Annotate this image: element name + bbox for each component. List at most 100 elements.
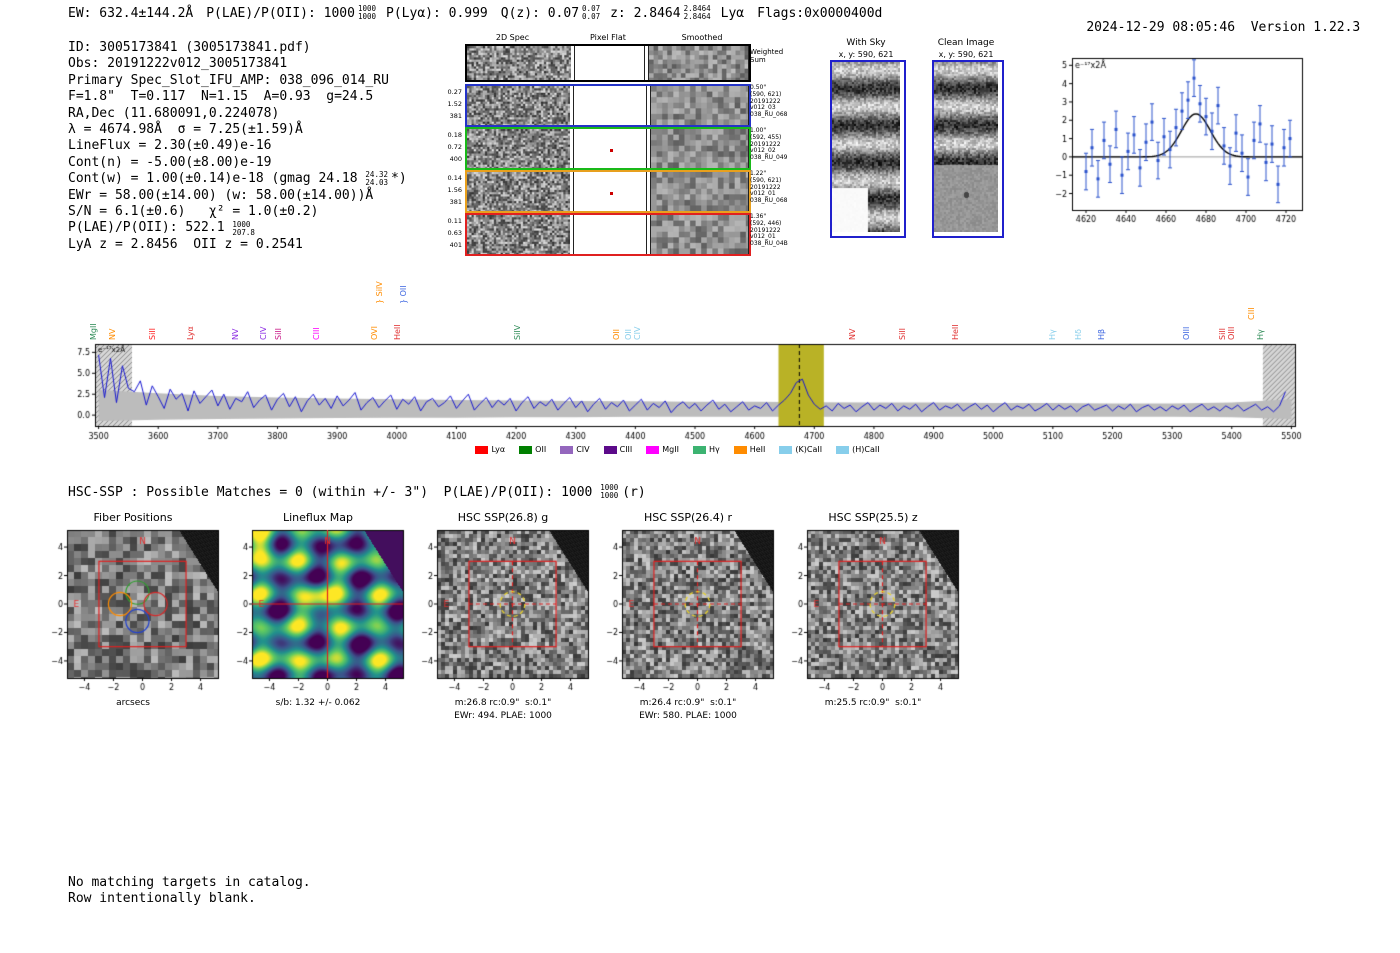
legend-label: Lyα <box>491 445 506 454</box>
legend-swatch <box>836 445 850 454</box>
row-fiber-info-line: 20191222 <box>750 140 781 148</box>
row-weight-value: 401 <box>449 241 462 249</box>
flat-hot-pixel <box>609 148 613 152</box>
spec2d-row <box>465 84 751 127</box>
info-seeing: F=1.8" T=0.117 N=1.15 A=0.93 g=24.5 <box>68 89 374 105</box>
row-weight-value: 0.14 <box>447 174 462 182</box>
footer-line-2: Row intentionally blank. <box>68 890 256 906</box>
row-pixel-flat-image <box>572 129 648 168</box>
legend-item: Lyα <box>475 445 505 454</box>
col-title-pixel-flat: Pixel Flat <box>590 33 626 42</box>
hsc-g-cutout <box>415 527 591 695</box>
legend-label: HeII <box>749 445 766 454</box>
row-fiber-info-line: v012_01 <box>750 233 776 241</box>
cutout-caption: arcsecs <box>116 698 150 708</box>
spectrum-legend: Lyα OII CIV CIII MgII Hγ HeII (K)CaII (H)CaII <box>50 445 1305 454</box>
row-weight-value: 1.56 <box>447 186 462 194</box>
hsc-plae-range: 1000 1000 <box>600 483 619 500</box>
row-fiber-info: 1.22" (590, 621) 20191222 v012_01 038_RU_068 <box>750 170 787 205</box>
legend-label: (K)CaII <box>795 445 823 454</box>
row-fiber-info-line: 20191222 <box>750 226 781 234</box>
row-fiber-info-line: 038_RU_068 <box>750 111 788 119</box>
row-weight-value: 0.27 <box>447 88 462 96</box>
row-weight-value: 381 <box>449 198 462 206</box>
plae-poii-range: 1000 1000 <box>357 4 377 21</box>
header-summary-line: EW: 632.4±144.2Å P(LAE)/P(OII): 1000 100… <box>68 5 895 21</box>
info-id: ID: 3005173841 (3005173841.pdf) <box>68 40 311 55</box>
p-lya-value: P(Lyα): 0.999 <box>386 5 488 21</box>
clean-image-image <box>934 62 998 232</box>
catalog-match-footer: No matching targets in catalog. Row inte… <box>68 875 311 906</box>
row-2d-spec-image <box>467 215 570 254</box>
cutout-title-hsc-g: HSC SSP(26.8) g <box>457 511 549 524</box>
row-fiber-info: 1.00" (592, 455) 20191222 v012_02 038_RU_049 <box>750 127 788 162</box>
row-fiber-info-line: 1.00" <box>750 127 767 134</box>
header-datetime-version: 2024-12-29 08:05:46 Version 1.22.3 <box>1055 5 1360 50</box>
hsc-suffix: (r) <box>622 484 646 500</box>
info-ewr: EWr = 58.00(±14.00) (w: 58.00(±14.00))Å <box>68 187 374 203</box>
report-datetime: 2024-12-29 08:05:46 <box>1086 20 1236 35</box>
line-fit-zoom-plot <box>1040 50 1310 232</box>
row-fiber-info-line: (592, 446) <box>750 219 782 227</box>
spec2d-row <box>465 127 751 170</box>
row-weight-labels: 0.11 0.63 401 <box>436 215 462 251</box>
legend-item: (H)CaII <box>836 445 880 454</box>
legend-item: MgII <box>646 445 679 454</box>
qz-range: 0.07 0.07 <box>582 4 601 21</box>
row-fiber-info: 0.50" (590, 621) 20191222 v012_03 038_RU_068 <box>750 84 788 119</box>
row-smoothed-image <box>650 172 749 211</box>
spec2d-row <box>465 213 751 256</box>
row-fiber-info: 1.36" (592, 446) 20191222 v012_01 038_RU_04B <box>750 213 788 248</box>
z-range: 2.8464 2.8464 <box>683 4 711 21</box>
row-weight-value: 381 <box>449 112 462 120</box>
cutout-caption: m:25.5 rc:0.9" s:0.1" <box>824 698 922 708</box>
row-weight-value: 400 <box>449 155 462 163</box>
row-fiber-info-line: 038_RU_04B <box>750 240 788 248</box>
detection-info-block: ID: 3005173841 (3005173841.pdf) Obs: 201… <box>68 40 407 253</box>
weighted-smoothed-image <box>648 46 749 80</box>
row-fiber-info-line: 038_RU_049 <box>750 154 788 162</box>
legend-swatch <box>646 445 660 454</box>
with-sky-coords: x, y: 590, 621 <box>838 50 894 59</box>
row-fiber-info-line: 1.22" <box>750 170 767 177</box>
legend-swatch <box>733 445 747 454</box>
row-pixel-flat-image <box>572 86 648 125</box>
row-fiber-info-line: 1.36" <box>750 213 767 220</box>
cutout-title-fiber-positions: Fiber Positions <box>93 511 173 524</box>
plae2-range: 1000 207.8 <box>232 219 255 237</box>
hsc-ssp-summary-line: HSC-SSP : Possible Matches = 0 (within +… <box>68 484 646 500</box>
legend-label: CIV <box>576 445 590 454</box>
info-plae-poii: P(LAE)/P(OII): 522.1 1000 207.8 <box>68 220 407 236</box>
row-weight-value: 0.72 <box>447 143 462 151</box>
cutout-caption: s/b: 1.32 +/- 0.062 <box>275 698 361 708</box>
cutout-caption: EWr: 580. PLAE: 1000 <box>639 711 737 721</box>
row-2d-spec-image <box>467 172 570 211</box>
row-weight-value: 0.11 <box>447 217 462 225</box>
row-fiber-info-line: v012_02 <box>750 147 776 155</box>
row-fiber-info-line: 20191222 <box>750 183 781 191</box>
qz-value: Q(z): 0.07 <box>500 5 580 21</box>
row-smoothed-image <box>650 86 749 125</box>
legend-label: OII <box>535 445 547 454</box>
footer-line-1: No matching targets in catalog. <box>68 875 311 890</box>
clean-image-panel <box>932 60 1004 238</box>
row-pixel-flat-image <box>572 215 648 254</box>
legend-swatch <box>779 445 793 454</box>
info-primary-amp: Primary Spec_Slot_IFU_AMP: 038_096_014_R… <box>68 72 389 88</box>
legend-label: MgII <box>662 445 679 454</box>
cutout-title-hsc-z: HSC SSP(25.5) z <box>828 511 918 524</box>
legend-item: HeII <box>733 445 766 454</box>
lineflux-map-cutout <box>230 527 406 695</box>
emission-line-label: CIII <box>1247 307 1257 320</box>
row-2d-spec-image <box>467 129 570 168</box>
hsc-r-cutout <box>600 527 776 695</box>
with-sky-image <box>832 62 900 232</box>
weighted-sum-row <box>465 44 751 82</box>
legend-item: OII <box>519 445 546 454</box>
info-radec: RA,Dec (11.680091,0.224078) <box>68 105 280 121</box>
cutout-caption: m:26.4 rc:0.9" s:0.1" <box>639 698 737 708</box>
gmag-range: 24.32 24.03 <box>365 170 388 188</box>
z-value: z: 2.8464 <box>610 5 681 21</box>
col-title-smoothed: Smoothed <box>681 33 723 42</box>
